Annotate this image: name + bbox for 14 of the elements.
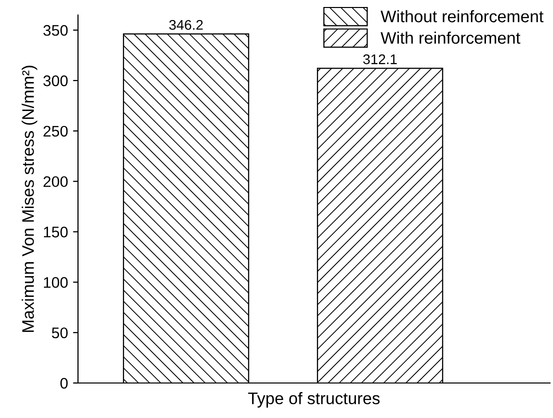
legend-label: Without reinforcement	[380, 10, 544, 22]
y-tick-label: 0	[60, 378, 68, 389]
y-axis-title: Maximum Von Mises stress (N/mm²)	[22, 66, 38, 332]
x-axis-title: Type of structures	[248, 392, 380, 408]
y-tick-label: 300	[43, 75, 68, 86]
legend-label: With reinforcement	[380, 32, 520, 44]
data-label: 346.2	[169, 20, 203, 30]
y-tick-label: 200	[44, 176, 68, 188]
data-label: 312.1	[363, 54, 397, 64]
y-tick-label: 350	[43, 24, 68, 36]
y-tick-label: 50	[52, 327, 68, 338]
y-tick-label: 100	[44, 277, 68, 288]
y-tick-label: 150	[44, 226, 68, 238]
y-tick-label: 250	[44, 126, 68, 137]
